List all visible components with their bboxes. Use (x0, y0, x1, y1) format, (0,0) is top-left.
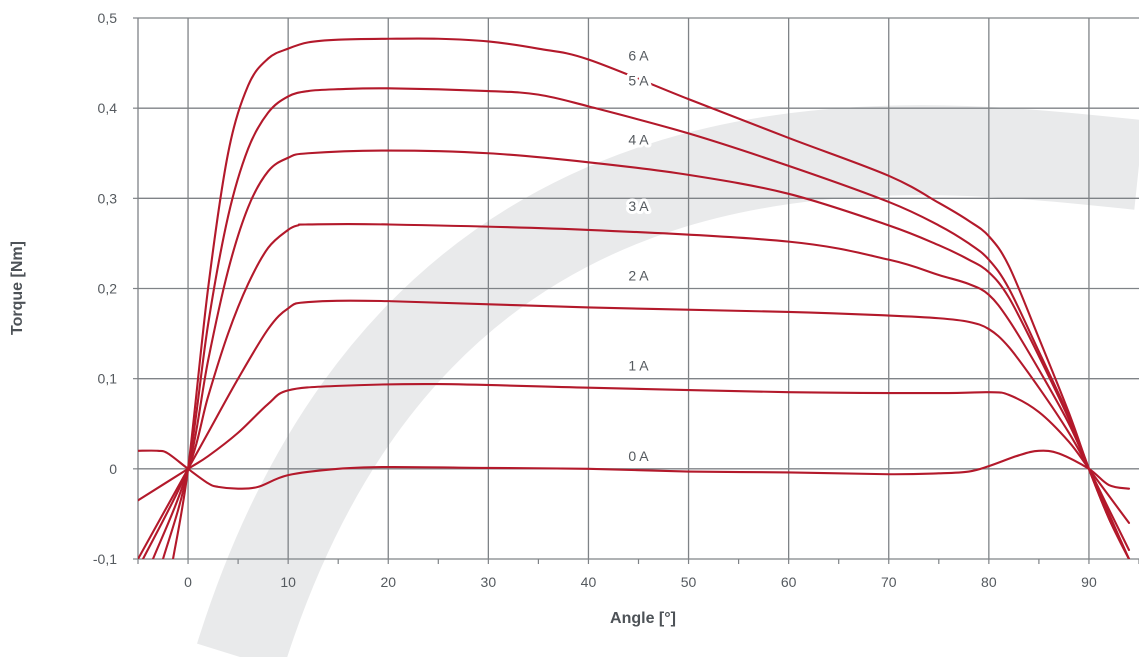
series-label-5: 5 A (628, 73, 649, 89)
x-tick-label: 10 (280, 574, 296, 590)
x-tick-label: 50 (681, 574, 697, 590)
x-tick-label: 20 (380, 574, 396, 590)
x-tick-label: 70 (881, 574, 897, 590)
series-line-2 (138, 299, 1131, 559)
x-axis-title: Angle [°] (610, 610, 676, 627)
grid (138, 17, 1139, 560)
series-label-0: 0 A (628, 448, 649, 464)
series-line-6 (171, 37, 1131, 559)
series-line-5 (161, 87, 1131, 559)
series-line-3 (141, 222, 1131, 559)
y-axis-title: Torque [Nm] (9, 241, 26, 335)
x-tick-label: 60 (781, 574, 797, 590)
x-tick-label: 0 (184, 574, 192, 590)
series-line-1 (138, 382, 1131, 524)
series-label-2: 2 A (628, 268, 649, 284)
y-tick-label: 0,5 (98, 10, 118, 26)
y-tick-label: 0,3 (98, 190, 118, 206)
y-tick-label: 0 (109, 461, 117, 477)
y-tick-labels: -0,1 0 0,1 0,2 0,3 0,4 0,5 (93, 10, 117, 567)
series-labels: 0 A 1 A 2 A 3 A 4 A 5 A 6 A (625, 44, 652, 466)
y-tick-label: 0,1 (98, 371, 118, 387)
series-line-0 (138, 449, 1131, 490)
y-tick-label: 0,4 (98, 100, 118, 116)
background-arc-watermark (197, 105, 1139, 657)
series-label-1: 1 A (628, 358, 649, 374)
x-tick-label: 30 (481, 574, 497, 590)
x-tick-label: 40 (581, 574, 597, 590)
x-tick-label: 90 (1081, 574, 1097, 590)
series-label-4: 4 A (628, 131, 649, 147)
series-label-6: 6 A (628, 47, 649, 63)
x-tick-labels: 0 10 20 30 40 50 60 70 80 90 (184, 574, 1097, 590)
y-tick-label: -0,1 (93, 551, 117, 567)
y-tick-label: 0,2 (98, 281, 118, 297)
series-label-3: 3 A (628, 198, 649, 214)
axes (133, 17, 1139, 564)
x-tick-label: 80 (981, 574, 997, 590)
series-lines (138, 37, 1131, 559)
series-line-4 (151, 149, 1131, 559)
